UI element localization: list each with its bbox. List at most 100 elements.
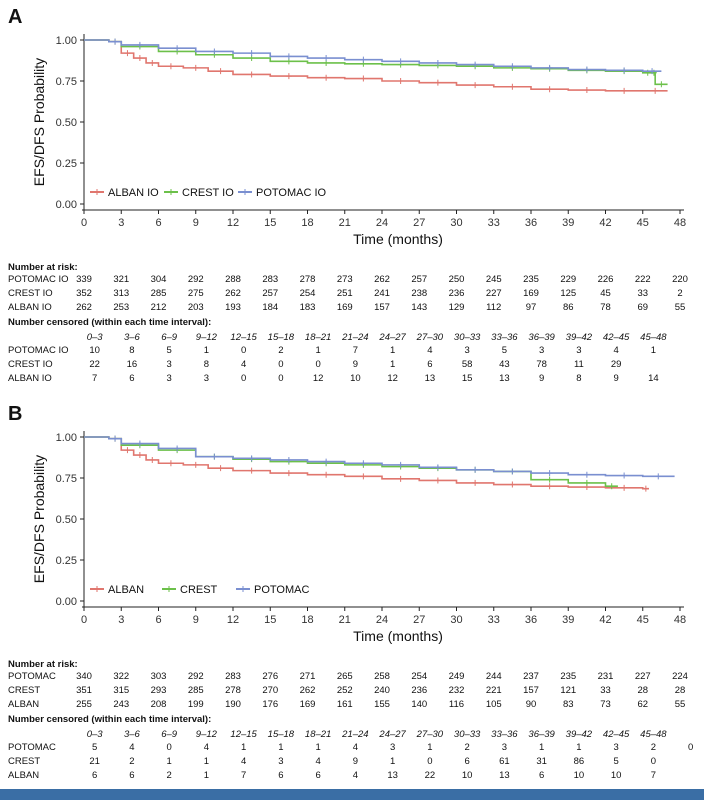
chart-0-x-tick-label: 39: [562, 217, 574, 229]
chart-0-series-0-censor-mark: [434, 79, 441, 86]
chart-1-series-2-censor-mark: [112, 435, 119, 442]
chart-0-series-2-censor-mark: [174, 45, 181, 52]
interval-label: 30–33: [453, 729, 481, 740]
censored-value: 21: [89, 756, 100, 767]
risk-value: 255: [76, 699, 92, 710]
censored-value: 0: [315, 359, 321, 370]
chart-0-x-tick-label: 12: [227, 217, 239, 229]
interval-label: 36–39: [528, 332, 555, 343]
panel-a: A 0.00 0.25 0.50 0.75 1.00 0 3 6 9 12 15 18 21 24 27 30…: [0, 0, 704, 395]
chart-0-series-2-censor-mark: [112, 38, 119, 45]
interval-label: 12–15: [230, 332, 257, 343]
chart-0-series-2-censor-mark: [434, 59, 441, 66]
risk-value: 28: [674, 685, 686, 696]
censored-value: 7: [91, 373, 98, 384]
censored-value: 13: [424, 373, 436, 384]
risk-value: 250: [448, 274, 465, 285]
censored-value: 2: [650, 742, 657, 753]
censored-value: 2: [129, 756, 135, 767]
chart-0-series-0-censor-mark: [124, 50, 131, 57]
censored-value: 4: [352, 742, 359, 753]
interval-label: 18–21: [304, 332, 332, 343]
chart-1-x-tick-label: 24: [376, 614, 388, 626]
risk-value: 235: [560, 671, 577, 682]
risk-value: 157: [523, 685, 539, 696]
chart-0-series-1-line: [84, 39, 668, 86]
chart-1-series-2-censor-mark: [655, 473, 662, 480]
risk-value: 226: [597, 274, 614, 285]
chart-1-series-0-censor-mark: [509, 481, 516, 488]
chart-0-series-0-censor-mark: [248, 71, 255, 78]
chart-0-legend-label: CREST IO: [182, 187, 234, 199]
chart-0-series-0-censor-mark: [472, 82, 479, 89]
risk-value: 143: [411, 302, 428, 313]
chart-0-series-2-censor-mark: [211, 48, 218, 55]
chart-0-series-2-censor-mark: [472, 61, 479, 68]
censored-value: 4: [203, 742, 210, 753]
censored-value: 9: [352, 756, 359, 767]
risk-value: 73: [600, 699, 611, 710]
chart-0-y-tick-label: 1.00: [56, 35, 77, 47]
censored-value: 5: [166, 345, 172, 356]
chart-1-legend-marker: [240, 586, 246, 592]
censored-value: 14: [648, 373, 659, 384]
risk-value: 83: [562, 699, 574, 710]
risk-value: 190: [225, 699, 241, 710]
censored-value: 9: [352, 359, 359, 370]
censored-value: 3: [538, 345, 545, 356]
chart-1-series-2-censor-mark: [546, 470, 553, 477]
risk-value: 270: [262, 685, 279, 696]
chart-0-x-axis-title: Time (months): [353, 231, 443, 247]
risk-value: 258: [374, 671, 390, 682]
risk-value: 251: [336, 288, 353, 299]
risk-row-label: POTOMAC: [8, 671, 56, 682]
censored-value: 10: [573, 770, 585, 781]
chart-1-series-2-censor-mark: [472, 466, 479, 473]
censored-row-label: CREST IO: [8, 359, 53, 370]
censored-value: 8: [129, 345, 135, 356]
censored-value: 22: [89, 359, 100, 370]
chart-0-x-tick-label: 27: [413, 217, 425, 229]
risk-row-label: POTOMAC IO: [8, 274, 69, 285]
risk-value: 86: [562, 302, 574, 313]
risk-value: 221: [485, 685, 502, 696]
risk-value: 157: [374, 302, 390, 313]
risk-value: 2: [677, 288, 683, 299]
risk-value: 293: [150, 685, 167, 696]
censored-value: 2: [464, 742, 470, 753]
interval-label: 27–30: [416, 332, 444, 343]
chart-1-x-tick-label: 0: [81, 614, 87, 626]
censored-value: 0: [278, 359, 284, 370]
censored-value: 3: [203, 373, 210, 384]
interval-label: 15–18: [267, 729, 295, 740]
chart-1-series-2-censor-mark: [360, 460, 367, 467]
risk-value: 140: [411, 699, 428, 710]
risk-value: 249: [448, 671, 465, 682]
risk-row-label: CREST: [8, 685, 41, 696]
chart-1-x-tick-label: 33: [488, 614, 500, 626]
risk-value: 285: [150, 288, 167, 299]
risk-value: 169: [523, 288, 539, 299]
censored-value: 7: [650, 770, 657, 781]
interval-label: 24–27: [379, 729, 406, 740]
risk-value: 283: [225, 671, 241, 682]
chart-0-y-tick-label: 0.25: [56, 158, 77, 170]
chart-0-series-0-censor-mark: [192, 64, 199, 71]
risk-value: 262: [225, 288, 241, 299]
censored-value: 3: [166, 373, 172, 384]
risk-value: 220: [672, 274, 688, 285]
chart-1-series-2-censor-mark: [211, 453, 218, 460]
risk-value: 253: [113, 302, 130, 313]
censored-value: 8: [576, 373, 582, 384]
risk-value: 121: [560, 685, 577, 696]
risk-value: 262: [76, 302, 92, 313]
censored-value: 61: [499, 756, 510, 767]
chart-0-series-2-censor-mark: [397, 58, 404, 65]
risk-value: 313: [113, 288, 130, 299]
chart-1-series-2-censor-mark: [174, 445, 181, 452]
chart-1-y-tick-label: 0.00: [56, 596, 77, 608]
chart-0-x-tick-label: 15: [264, 217, 276, 229]
chart-0-y-tick-label: 0.75: [56, 76, 77, 88]
interval-label: 33–36: [491, 729, 518, 740]
censored-value: 78: [536, 359, 547, 370]
